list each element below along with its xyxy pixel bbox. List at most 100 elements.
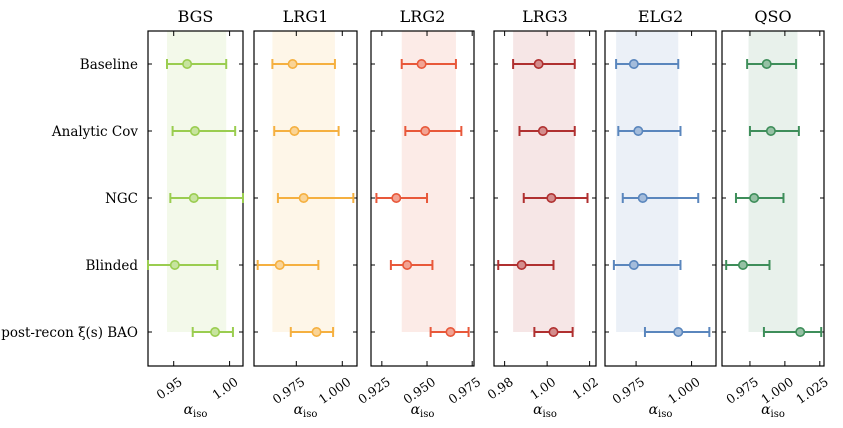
category-labels: Baseline Analytic Cov NGC Blinded post-recon…: [1, 57, 138, 341]
x-tick-label: 1.000: [665, 374, 703, 407]
errorbar-1: [273, 126, 340, 137]
errorbar-4: [643, 326, 711, 337]
errorbar-2: [621, 193, 700, 204]
errorbar-2: [276, 193, 355, 204]
x-tick-label: 1.00: [209, 374, 240, 402]
panel-title: LRG2: [400, 7, 446, 26]
x-tick-label: 1.00: [527, 374, 558, 402]
x-tick-label: 0.98: [484, 374, 515, 402]
errorbar-1: [171, 126, 237, 137]
data-point: [533, 58, 544, 69]
x-tick-label: 0.95: [154, 374, 185, 402]
data-point: [795, 326, 806, 337]
data-point: [633, 126, 644, 137]
errorbar-2: [522, 193, 589, 204]
data-point: [402, 259, 413, 270]
errorbar-0: [746, 58, 798, 69]
x-tick-label: 1.025: [793, 374, 831, 407]
data-point: [749, 193, 760, 204]
x-axis-label: αiso: [761, 402, 785, 420]
errorbar-2: [734, 193, 785, 204]
errorbar-0: [615, 58, 680, 69]
x-axis-label: αiso: [184, 402, 208, 420]
panel-title: QSO: [754, 7, 791, 26]
reference-band: [272, 31, 335, 332]
errorbar-4: [533, 326, 574, 337]
errorbar-2: [375, 193, 429, 204]
panel-title: BGS: [178, 7, 214, 26]
data-point: [628, 58, 639, 69]
errorbar-3: [256, 259, 320, 270]
category-label: NGC: [105, 191, 138, 207]
x-axis-label: αiso: [649, 402, 673, 420]
data-point: [311, 326, 322, 337]
panel-title: ELG2: [638, 7, 683, 26]
data-point: [548, 326, 559, 337]
data-point: [673, 326, 684, 337]
errorbar-1: [518, 126, 576, 137]
data-point: [287, 58, 298, 69]
x-axis-label: αiso: [533, 402, 557, 420]
data-point: [420, 126, 431, 137]
errorbar-3: [147, 259, 219, 270]
data-point: [765, 126, 776, 137]
x-tick-label: 1.000: [316, 374, 354, 407]
errorbar-3: [389, 259, 434, 270]
data-point: [737, 259, 748, 270]
errorbar-3: [612, 259, 682, 270]
errorbar-4: [289, 326, 335, 337]
data-point: [289, 126, 300, 137]
panel-title: LRG1: [283, 7, 329, 26]
category-label: Analytic Cov: [51, 124, 138, 140]
x-axis-label: αiso: [411, 402, 435, 420]
x-axis-label: αiso: [294, 402, 318, 420]
reference-band: [513, 31, 575, 332]
data-point: [445, 326, 456, 337]
x-tick-label: 0.925: [355, 374, 393, 407]
errorbar-3: [725, 259, 771, 270]
data-point: [298, 193, 309, 204]
errorbar-0: [512, 58, 576, 69]
data-point: [189, 126, 200, 137]
reference-band: [616, 31, 679, 332]
errorbar-4: [191, 326, 234, 337]
errorbar-0: [166, 58, 228, 69]
data-point: [210, 326, 221, 337]
data-point: [537, 126, 548, 137]
panel-lrg3: LRG3 0.98 1.00 1.02 αiso: [484, 7, 600, 420]
category-label: Blinded: [85, 258, 138, 274]
errorbar-0: [400, 58, 457, 69]
data-point: [761, 58, 772, 69]
data-point: [546, 193, 557, 204]
errorbar-2: [169, 193, 244, 204]
x-tick-label: 0.975: [723, 374, 761, 407]
data-point: [416, 58, 427, 69]
data-point: [188, 193, 199, 204]
category-label: post-recon ξ(s) BAO: [1, 325, 138, 341]
errorbar-0: [271, 58, 336, 69]
data-point: [274, 259, 285, 270]
data-point: [182, 58, 193, 69]
errorbar-4: [429, 326, 470, 337]
reference-band: [167, 31, 227, 332]
x-tick-label: 0.975: [445, 374, 483, 407]
data-point: [637, 193, 648, 204]
data-point: [169, 259, 180, 270]
x-tick-label: 1.02: [569, 374, 600, 402]
errorbar-3: [497, 259, 555, 270]
reference-band: [748, 31, 798, 332]
x-tick-label: 0.975: [609, 374, 647, 407]
errorbar-4: [762, 326, 823, 337]
data-point: [516, 259, 527, 270]
reference-band: [401, 31, 456, 332]
data-point: [391, 193, 402, 204]
data-point: [628, 259, 639, 270]
panel-title: LRG3: [522, 7, 568, 26]
